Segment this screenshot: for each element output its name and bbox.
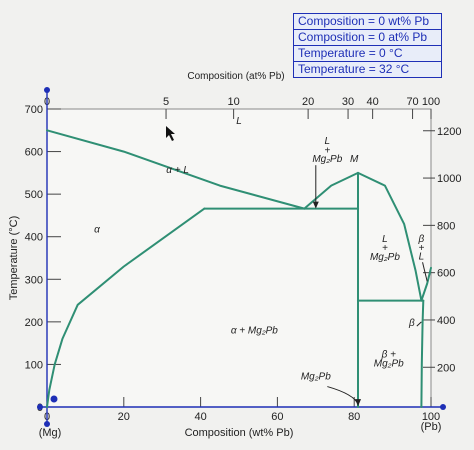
region-label: β	[418, 234, 425, 245]
phase-boundary-beta-solvus	[420, 299, 425, 408]
y-tick-label: 700	[25, 104, 43, 116]
top-tick-label: 100	[422, 96, 440, 108]
y2-tick-label: 800	[437, 220, 455, 232]
x-tick-label: 20	[118, 411, 130, 423]
y-axis-title: Temperature (°C)	[8, 216, 20, 300]
region-label: α	[94, 224, 100, 235]
plot-area	[46, 108, 432, 408]
x-left-label: (Mg)	[39, 427, 62, 439]
x-right-label: (Pb)	[421, 421, 442, 433]
mouse-pointer-icon	[166, 126, 175, 141]
arrow-head	[355, 399, 362, 407]
region-label: L	[382, 234, 388, 245]
y-tick-label: 300	[25, 274, 43, 286]
readout-temperature-2: Temperature = 32 °C	[294, 61, 441, 77]
phase-boundary-alpha-solvus	[46, 207, 206, 408]
y2-tick-label: 1200	[437, 126, 461, 138]
x-tick-label: 80	[348, 411, 360, 423]
cursor-handle-left	[37, 404, 43, 410]
region-label: L	[419, 252, 425, 263]
region-label: Mg₂Pb	[301, 371, 331, 382]
arrow-to-beta	[416, 321, 422, 327]
region-label: L	[325, 136, 331, 147]
cursor-handle-top	[44, 87, 50, 93]
phase-boundary-liquidus-alpha	[46, 129, 306, 210]
cursor-point-marker	[50, 395, 58, 403]
top-tick-label: 20	[302, 96, 314, 108]
y2-tick-label: 200	[437, 362, 455, 374]
region-label: α + L	[166, 165, 189, 176]
readout-wt-composition: Composition = 0 wt% Pb	[298, 14, 430, 28]
y2-tick-label: 1000	[437, 173, 461, 185]
y-tick-label: 600	[25, 147, 43, 159]
region-label: L	[236, 116, 242, 127]
region-label: +	[418, 243, 424, 254]
region-label: Mg₂Pb	[370, 252, 400, 263]
top-tick-label: 10	[227, 96, 239, 108]
top-tick-label: 5	[163, 96, 169, 108]
top-tick-label: 40	[367, 96, 379, 108]
top-axis-title: Composition (at% Pb)	[187, 71, 284, 82]
region-label: Mg₂Pb	[312, 154, 342, 165]
region-label: +	[382, 243, 388, 254]
region-label: α + Mg₂Pb	[231, 325, 278, 336]
readout-panel: Composition = 0 wt% Pb Composition = 0 a…	[293, 13, 442, 78]
top-tick-label: 70	[406, 96, 418, 108]
y-tick-label: 200	[25, 317, 43, 329]
x-tick-label: 100	[422, 411, 440, 423]
y-tick-label: 400	[25, 232, 43, 244]
top-tick-label: 30	[342, 96, 354, 108]
region-label: β +	[381, 350, 396, 361]
readout-temperature-1: Temperature = 0 °C	[294, 45, 441, 61]
y-tick-label: 500	[25, 189, 43, 201]
region-label: β	[408, 318, 415, 329]
readout-at-composition: Composition = 0 at% Pb	[294, 29, 441, 45]
phase-boundary-liquidus-beta	[420, 266, 432, 302]
phase-boundary-liquidus-mg2pb-left	[303, 171, 359, 210]
x-axis-title: Composition (wt% Pb)	[185, 427, 294, 439]
region-label: Mg₂Pb	[374, 359, 404, 370]
x-tick-label: 40	[194, 411, 206, 423]
y2-tick-label: 400	[437, 315, 455, 327]
region-label: +	[324, 145, 330, 156]
y2-tick-label: 600	[437, 268, 455, 280]
phase-boundary-liquidus-mg2pb-right	[357, 171, 423, 302]
cursor-handle-right	[440, 404, 446, 410]
arrow-head	[312, 201, 319, 209]
arrow-to-beta-l	[422, 262, 428, 282]
x-tick-label: 60	[271, 411, 283, 423]
y-tick-label: 100	[25, 359, 43, 371]
cursor-handle-bottom	[44, 421, 50, 427]
region-label: M	[350, 154, 359, 165]
